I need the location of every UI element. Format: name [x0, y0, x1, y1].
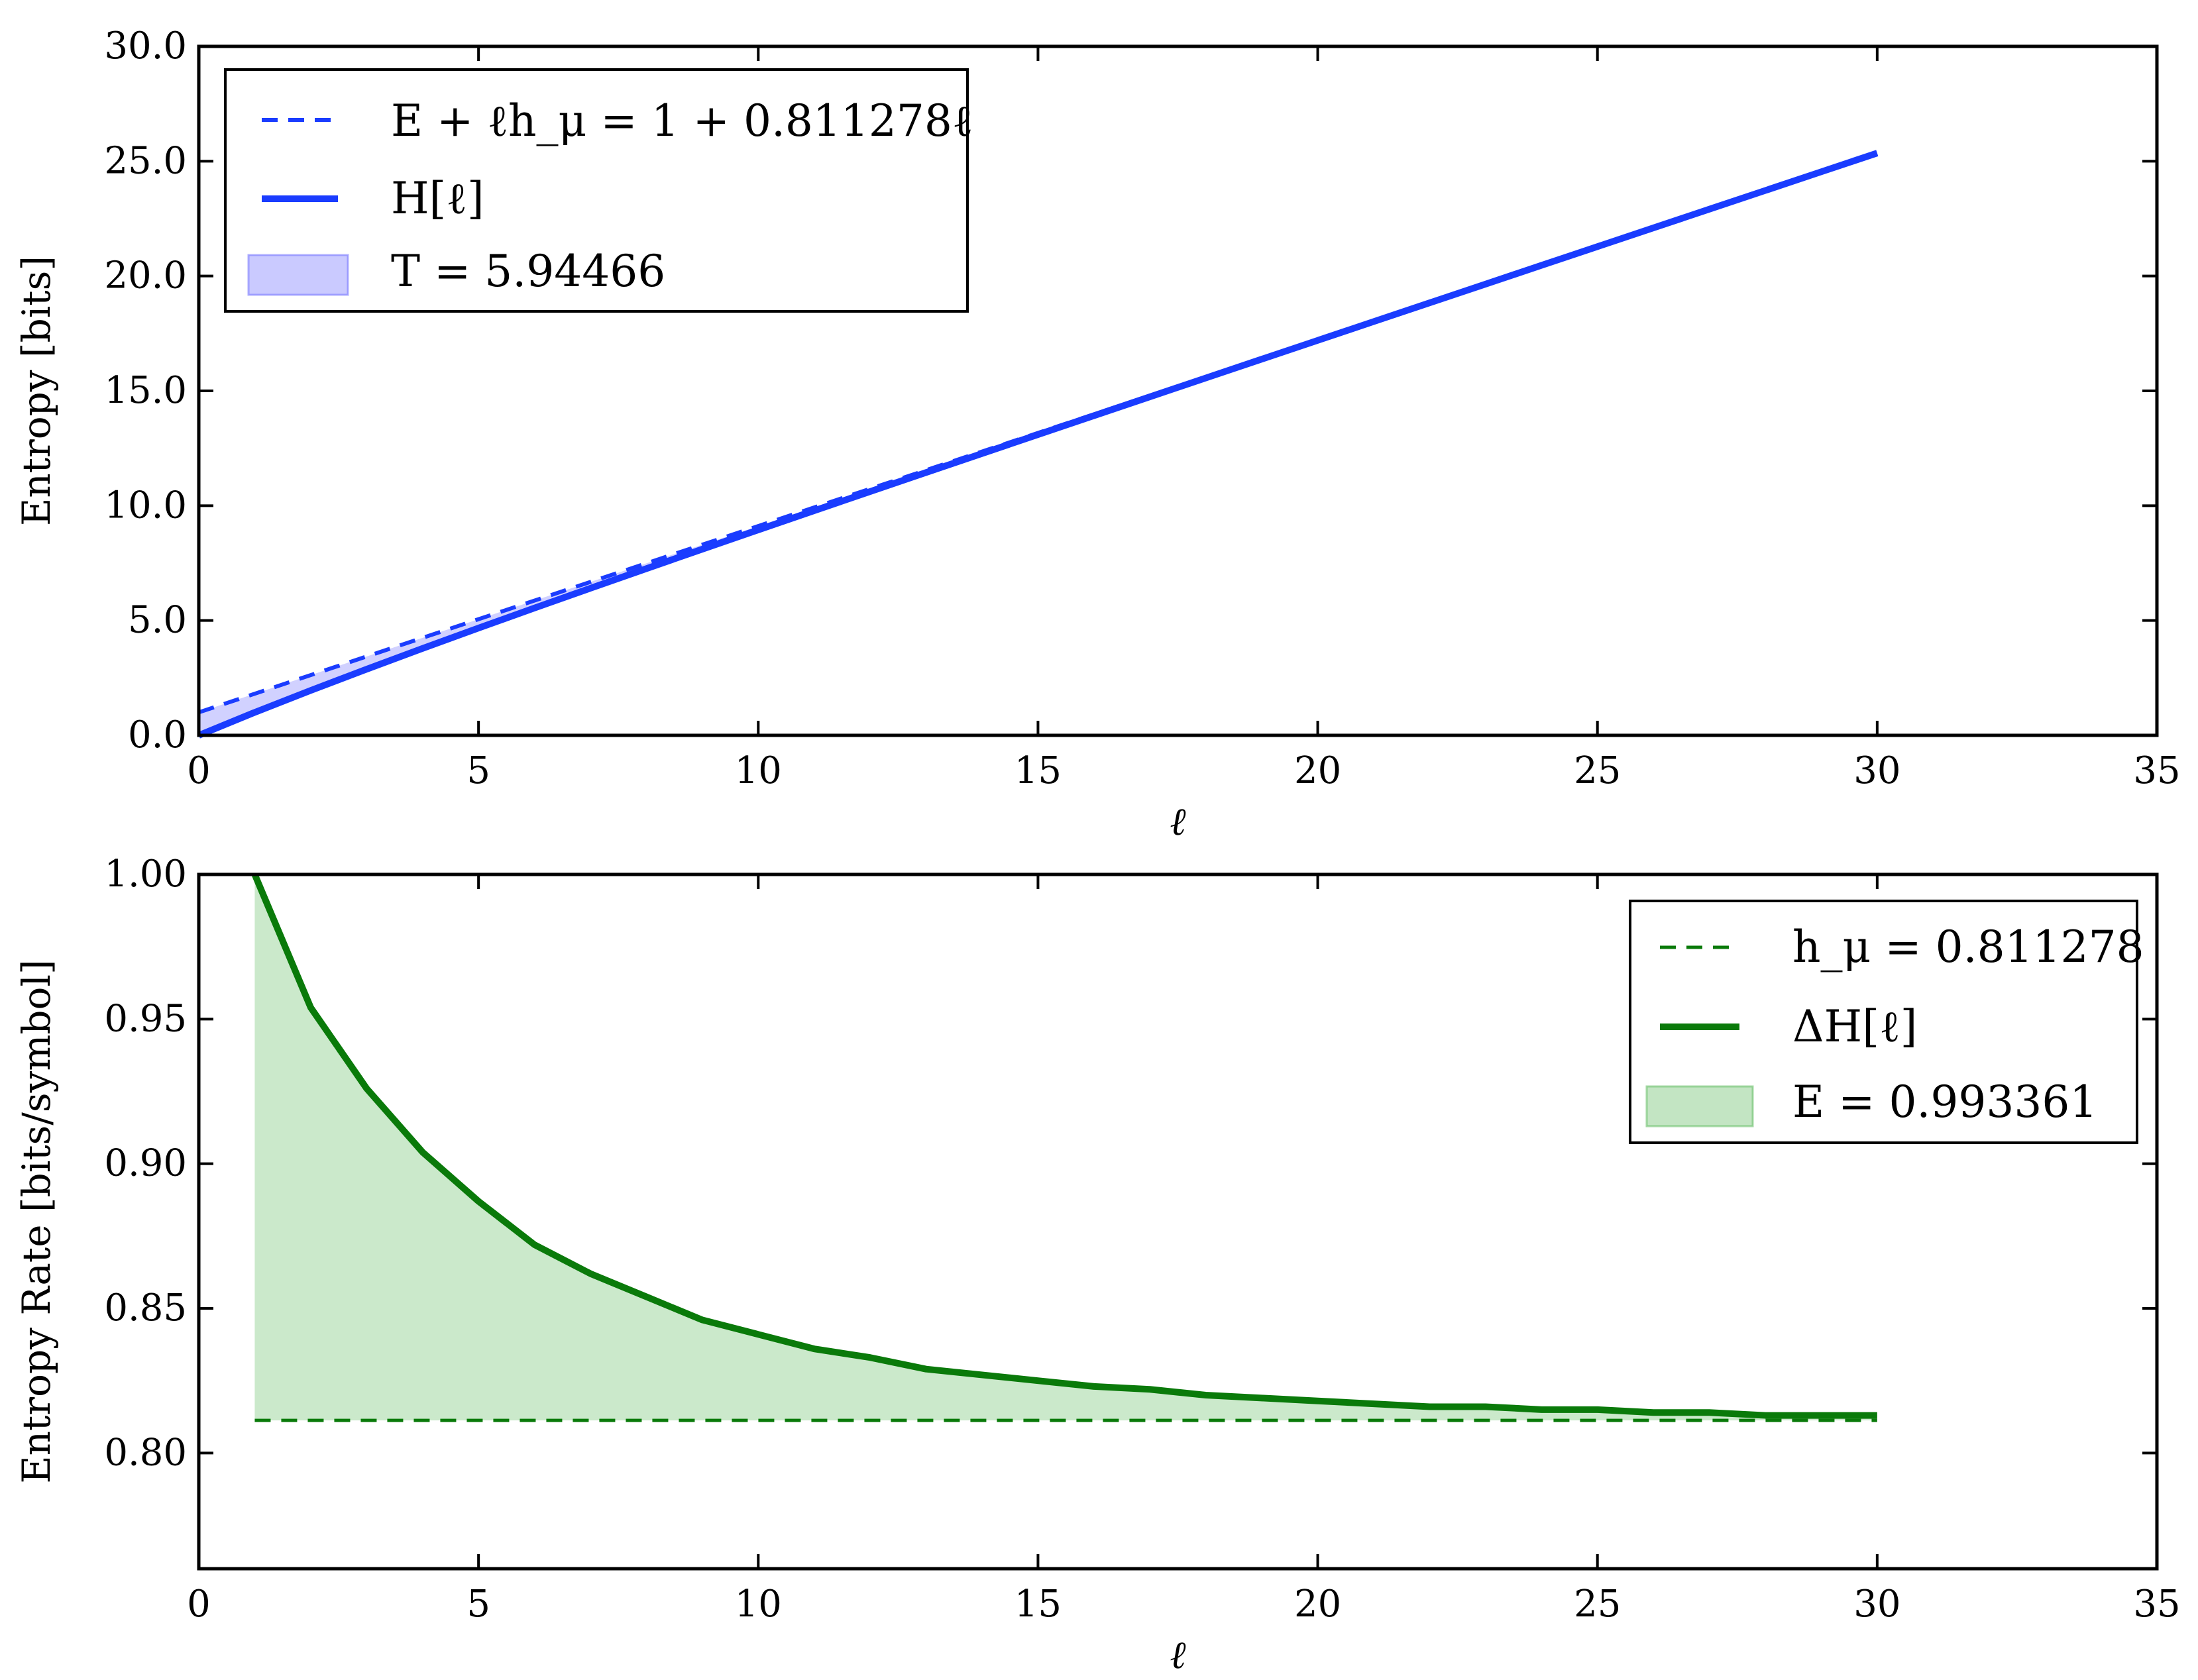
x-tick-label: 25 [1574, 1583, 1621, 1626]
legend-label-block-entropy: H[ℓ] [391, 173, 484, 224]
legend: h_μ = 0.811278 ΔH[ℓ] E = 0.993361 [1629, 900, 2144, 1144]
legend-frame [1629, 900, 2138, 1144]
x-tick-label: 10 [735, 749, 782, 792]
legend-swatch-fill [247, 254, 349, 296]
y-tick-label: 0.90 [104, 1142, 187, 1185]
plot-frame [197, 872, 2159, 1571]
legend: E + ℓh_μ = 1 + 0.811278ℓ H[ℓ] T = 5.9446… [224, 68, 973, 313]
x-tick-label: 10 [735, 1583, 782, 1626]
y-tick-label: 25.0 [104, 139, 187, 182]
x-tick-label: 5 [467, 1583, 490, 1626]
x-tick-label: 20 [1294, 749, 1341, 792]
y-tick-label: 0.80 [104, 1431, 187, 1474]
y-tick-label: 1.00 [104, 853, 187, 896]
legend-frame [224, 68, 969, 313]
solid-series-line [197, 150, 1879, 739]
x-tick-label: 20 [1294, 1583, 1341, 1626]
series-layer [251, 873, 1877, 1422]
y-tick-label: 20.0 [104, 254, 187, 297]
x-axis-label: ℓ [1170, 799, 1185, 844]
y-axis-label: Entropy Rate [bits/symbol] [14, 959, 59, 1483]
excess-entropy-fill-area [254, 874, 1877, 1421]
fill-layer [254, 874, 1877, 1421]
entropy-chart: 0 5 10 15 20 25 30 35 0.0 5.0 10.0 15.0 20.0 25.0 30.0… [14, 25, 2181, 844]
entropy-rate-chart: 0 5 10 15 20 25 30 35 0.80 0.85 0.90 0.95 1.00 ℓ Ent… [14, 853, 2181, 1677]
y-tick-label: 0.95 [104, 997, 187, 1040]
y-tick-label: 0.0 [128, 713, 187, 757]
ticks-layer: 0 5 10 15 20 25 30 35 0.80 0.85 0.90 0.95 1.00 [104, 853, 2180, 1626]
x-tick-label: 30 [1853, 749, 1900, 792]
y-tick-label: 15.0 [104, 369, 187, 412]
y-tick-label: 30.0 [104, 25, 187, 68]
x-tick-label: 5 [467, 749, 490, 792]
legend-label-excess-entropy: E = 0.993361 [1792, 1076, 2097, 1128]
legend-swatch-fill [1645, 1085, 1754, 1128]
y-tick-label: 0.85 [104, 1286, 187, 1330]
solid-series-line [251, 873, 1877, 1419]
x-tick-label: 0 [187, 749, 211, 792]
series-layer [197, 150, 1879, 739]
x-tick-label: 30 [1853, 1583, 1900, 1626]
x-tick-label: 15 [1015, 749, 1062, 792]
legend-label-entropy-rate: h_μ = 0.811278 [1792, 921, 2144, 972]
legend-label-delta-h: ΔH[ℓ] [1792, 1001, 1917, 1052]
x-axis-label: ℓ [1170, 1632, 1185, 1677]
y-tick-label: 10.0 [104, 484, 187, 527]
x-tick-label: 15 [1015, 1583, 1062, 1626]
x-tick-label: 35 [2133, 749, 2180, 792]
y-axis-label: Entropy [bits] [14, 256, 59, 526]
x-tick-label: 35 [2133, 1583, 2180, 1626]
x-tick-label: 0 [187, 1583, 211, 1626]
y-tick-label: 5.0 [128, 599, 187, 642]
x-tick-label: 25 [1574, 749, 1621, 792]
ticks-layer: 0 5 10 15 20 25 30 35 0.0 5.0 10.0 15.0 20.0 25.0 30.0 [104, 25, 2180, 792]
legend-label-transient: T = 5.94466 [391, 246, 665, 297]
legend-label-asymptote: E + ℓh_μ = 1 + 0.811278ℓ [391, 95, 973, 146]
